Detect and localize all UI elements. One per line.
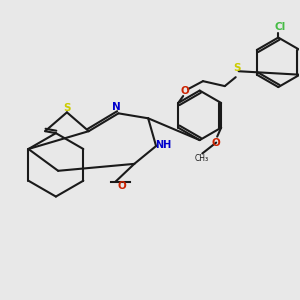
Text: O: O [212,138,220,148]
Text: O: O [181,86,190,96]
Text: CH₃: CH₃ [194,154,208,163]
Text: Cl: Cl [275,22,286,32]
Text: S: S [233,63,240,73]
Text: NH: NH [155,140,171,150]
Text: O: O [117,181,126,191]
Text: S: S [63,103,71,113]
Text: N: N [112,102,121,112]
